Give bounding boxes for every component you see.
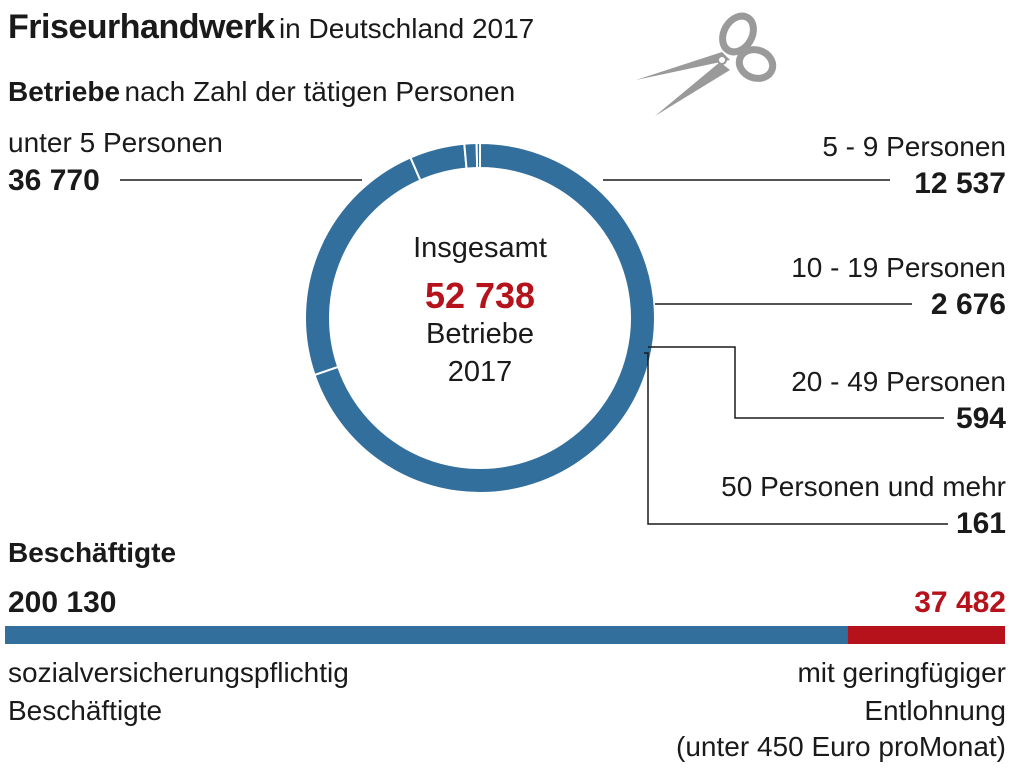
center-label-total: Insgesamt [413, 232, 547, 264]
center-label-unit: Betriebe [425, 318, 534, 350]
employees-left-value: 200 130 [8, 586, 117, 619]
employees-left-label-1: sozialversicherungspflichtig [8, 657, 349, 688]
employees-left-label-2: Beschäftigte [8, 695, 163, 726]
employees-right-label-3: (unter 450 Euro proMonat) [676, 731, 1006, 762]
chart-title: Friseurhandwerk in Deutschland 2017 [8, 8, 534, 47]
center-total-value: 52 738 [424, 275, 536, 316]
label-cat-2: 10 - 19 Personen [791, 252, 1006, 283]
employees-right-label-1: mit geringfügiger [797, 657, 1006, 688]
value-cat-3: 594 [955, 402, 1006, 435]
employees-right-value: 37 482 [914, 586, 1006, 619]
label-cat-1: 5 - 9 Personen [822, 131, 1006, 162]
employees-bar-segment-0 [5, 626, 848, 644]
label-cat-0: unter 5 Personen [8, 127, 223, 158]
title-rest: in Deutschland 2017 [278, 13, 535, 44]
value-cat-2: 2 676 [930, 288, 1006, 321]
leader-line-3 [648, 346, 944, 419]
label-cat-4: 50 Personen und mehr [721, 471, 1006, 502]
leader-line-4 [644, 352, 948, 525]
value-cat-1: 12 537 [914, 167, 1006, 200]
title-bold: Friseurhandwerk [8, 8, 275, 46]
employees-title: Beschäftigte [8, 537, 177, 568]
value-cat-0: 36 770 [8, 164, 100, 197]
label-cat-3: 20 - 49 Personen [791, 366, 1006, 397]
chart-subtitle: Betriebe nach Zahl der tätigen Personen [8, 76, 515, 108]
value-cat-4: 161 [955, 507, 1006, 540]
subtitle-bold: Betriebe [8, 76, 121, 107]
employees-right-label-2: Entlohnung [864, 695, 1006, 726]
center-label-year: 2017 [447, 356, 513, 388]
donut-slice-4 [475, 141, 481, 170]
donut-slice-0 [313, 141, 656, 494]
employees-bar-segment-1 [847, 626, 1005, 644]
subtitle-rest: nach Zahl der tätigen Personen [124, 76, 516, 107]
